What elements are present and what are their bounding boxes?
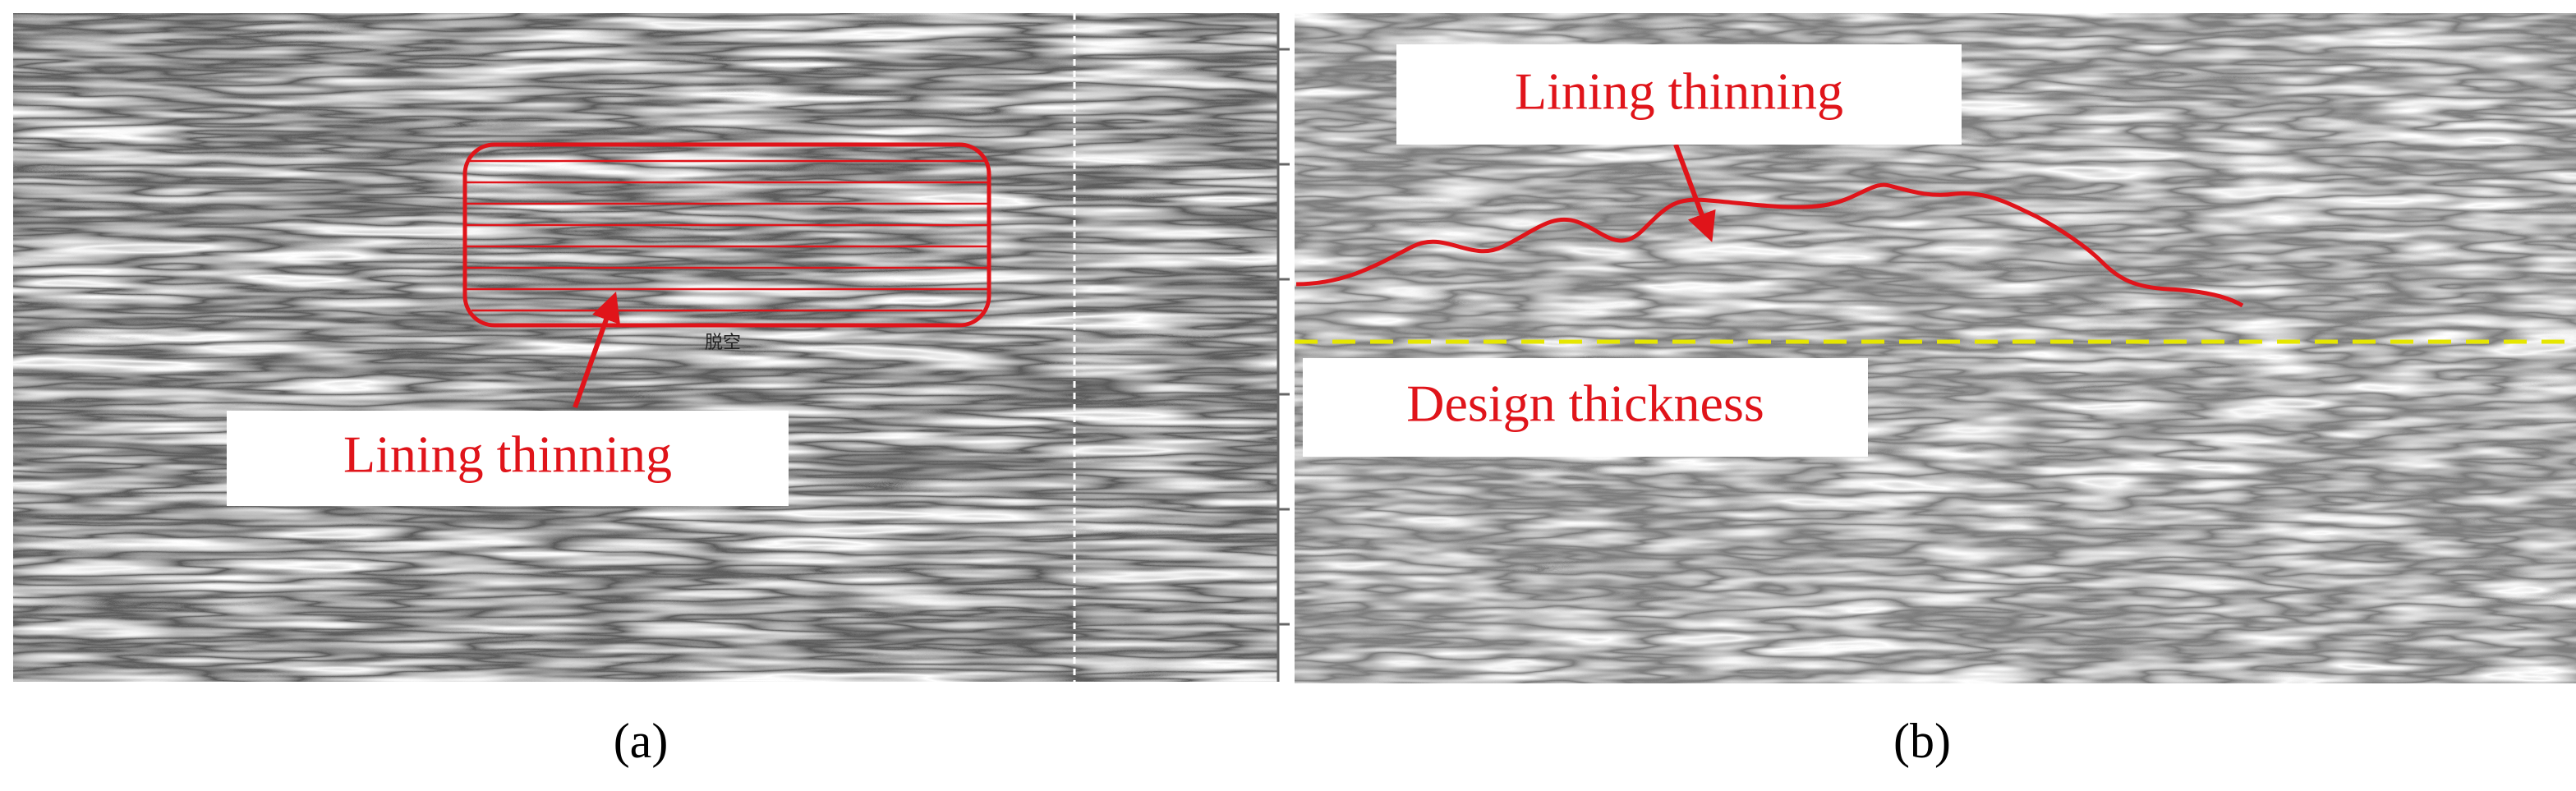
label-box [227, 411, 789, 506]
caption: (b) [1893, 714, 1951, 768]
annotation: Lining thinning [1515, 62, 1843, 121]
caption: (a) [614, 714, 669, 768]
label-box [1303, 358, 1868, 457]
radargram [13, 13, 1278, 682]
thinning-zone [462, 142, 991, 328]
panel-a: 脱空 Lining thinning (a) [13, 13, 1290, 768]
label-box [1396, 44, 1962, 145]
reference-label: Design thickness [1406, 375, 1764, 433]
panel-b: Lining thinning Design thickness (b) [1295, 13, 2576, 768]
arrow [573, 292, 620, 409]
mark-text: 脱空 [705, 333, 741, 353]
arrow [1673, 143, 1716, 242]
annotation: Lining thinning [343, 425, 672, 484]
thinning-profile [1295, 182, 2244, 308]
scale [1276, 13, 1290, 682]
